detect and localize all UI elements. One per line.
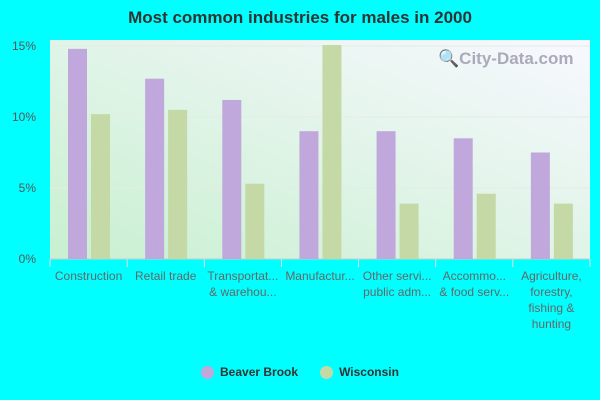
bar-beaver-brook	[68, 48, 87, 260]
y-tick-label: 10%	[12, 110, 36, 124]
x-tick-label: Accommo...	[443, 269, 506, 283]
x-tick-label: hunting	[532, 317, 571, 331]
x-tick-label: fishing &	[528, 301, 574, 315]
legend-swatch	[201, 365, 215, 379]
bar-wisconsin	[476, 193, 496, 259]
bar-wisconsin	[168, 109, 188, 260]
x-tick-label: forestry,	[530, 285, 572, 299]
x-tick-label: Retail trade	[135, 269, 197, 283]
legend: Beaver Brook Wisconsin	[0, 365, 600, 379]
legend-item: Beaver Brook	[201, 365, 298, 379]
legend-swatch	[320, 365, 334, 379]
bar-beaver-brook	[299, 131, 319, 259]
x-tick-label: public adm...	[363, 285, 431, 299]
watermark-text: City-Data.com	[459, 49, 574, 68]
legend-label: Wisconsin	[339, 365, 399, 379]
watermark: 🔍City-Data.com	[438, 49, 573, 69]
legend-label: Beaver Brook	[220, 365, 299, 379]
legend-item: Wisconsin	[320, 365, 399, 379]
magnifier-icon: 🔍	[438, 49, 460, 68]
y-tick-label: 15%	[12, 39, 36, 53]
bar-wisconsin	[91, 114, 110, 259]
x-tick-label: Other servi...	[363, 269, 432, 283]
x-tick-label: & warehou...	[209, 285, 276, 299]
bar-beaver-brook	[222, 99, 242, 260]
bar-beaver-brook	[376, 131, 396, 259]
bar-beaver-brook	[530, 152, 550, 259]
x-tick-label: Construction	[55, 269, 122, 283]
x-tick-label: Agriculture,	[521, 269, 582, 283]
bar-beaver-brook	[145, 78, 165, 259]
bar-wisconsin	[553, 203, 573, 259]
bar-beaver-brook	[453, 138, 473, 259]
bar-wisconsin	[399, 203, 419, 259]
x-tick-label: Transportat...	[207, 269, 278, 283]
y-tick-label: 5%	[19, 181, 37, 195]
x-tick-label: Manufactur...	[285, 269, 354, 283]
y-tick-label: 0%	[19, 252, 37, 266]
bar-wisconsin	[245, 183, 265, 259]
chart-title: Most common industries for males in 2000	[128, 8, 472, 27]
bar-wisconsin	[322, 45, 342, 259]
plot-area	[50, 40, 590, 259]
x-tick-label: & food serv...	[439, 285, 509, 299]
